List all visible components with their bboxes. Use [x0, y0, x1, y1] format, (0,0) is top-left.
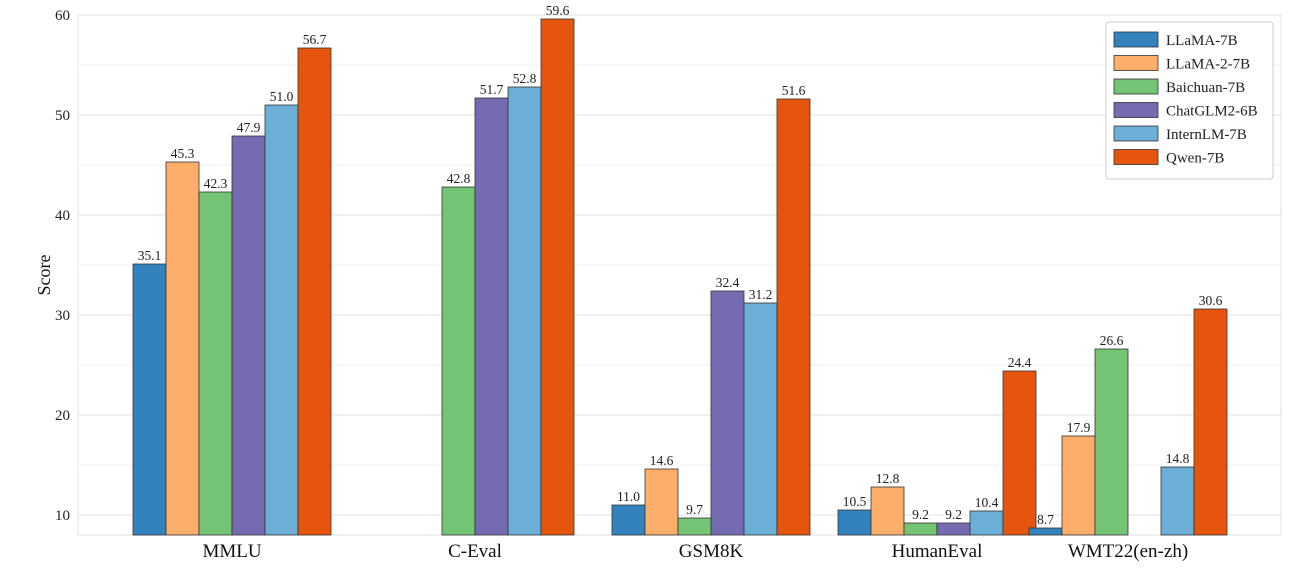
y-axis-title: Score — [34, 254, 54, 295]
bar — [198, 191, 233, 536]
bar-value-label: 26.6 — [1100, 333, 1124, 348]
bar — [969, 510, 1004, 536]
legend-swatch — [1113, 78, 1159, 95]
bar-value-label: 51.0 — [270, 89, 294, 104]
legend: LLaMA-7B LLaMA-2-7B Baichuan-7B ChatGLM2-6B… — [1105, 21, 1274, 180]
bar — [1028, 527, 1063, 536]
legend-swatch — [1113, 55, 1159, 71]
bar — [1094, 348, 1129, 536]
y-tick-label: 50 — [55, 108, 70, 124]
axes: 10 20 30 40 50 60 MMLU C-Eval GSM8K HumanEval WMT2… — [55, 8, 1188, 562]
bar — [297, 47, 332, 536]
x-tick-label: GSM8K — [679, 541, 744, 562]
bar-value-label: 45.3 — [171, 146, 195, 161]
bar — [540, 18, 575, 536]
bars — [132, 18, 1228, 536]
y-tick-label: 40 — [55, 208, 70, 224]
y-tick-label: 20 — [55, 408, 70, 424]
bar — [611, 504, 646, 536]
y-tick-label: 10 — [55, 508, 70, 524]
bar — [1002, 370, 1037, 536]
bar-value-label: 30.6 — [1199, 293, 1223, 308]
bar — [231, 135, 266, 536]
bar-value-label: 24.4 — [1008, 355, 1032, 370]
x-tick-label: WMT22(en-zh) — [1068, 541, 1188, 562]
bar — [165, 161, 200, 536]
bar-value-label: 14.8 — [1166, 451, 1190, 466]
bar-value-label: 9.2 — [945, 507, 962, 522]
bar — [644, 468, 679, 536]
legend-label: ChatGLM2-6B — [1166, 104, 1258, 120]
bar-value-label: 9.2 — [912, 507, 929, 522]
y-tick-label: 30 — [55, 308, 70, 324]
x-tick-label: C-Eval — [448, 541, 502, 562]
bar — [1061, 435, 1096, 536]
bar — [743, 302, 778, 536]
legend-swatch — [1113, 149, 1159, 165]
bar-value-label: 11.0 — [617, 489, 640, 504]
legend-label: Qwen-7B — [1166, 151, 1224, 167]
bar-value-label: 17.9 — [1067, 420, 1091, 435]
legend-swatch — [1113, 102, 1159, 118]
x-tick-label: MMLU — [202, 541, 261, 562]
legend-swatch — [1113, 125, 1159, 142]
legend-label: InternLM-7B — [1166, 127, 1247, 143]
bar-value-label: 12.8 — [876, 471, 900, 486]
bar-value-label: 52.8 — [513, 71, 537, 86]
y-tick-label: 60 — [55, 8, 70, 24]
bar — [132, 263, 167, 536]
bar — [264, 104, 299, 536]
legend-label: LLaMA-7B — [1166, 33, 1238, 49]
bar — [710, 290, 745, 536]
bar — [776, 98, 811, 536]
bar-value-label: 10.5 — [843, 494, 867, 509]
bar — [677, 517, 712, 536]
bar — [870, 486, 905, 536]
bar — [441, 186, 476, 536]
bar — [507, 86, 542, 536]
bar-value-label: 10.4 — [975, 495, 999, 510]
bar — [1193, 308, 1228, 536]
bar — [474, 97, 509, 536]
bar — [1160, 466, 1195, 536]
bar-value-label: 9.7 — [686, 502, 703, 517]
bar-value-label: 31.2 — [749, 287, 773, 302]
bar-value-label: 14.6 — [650, 453, 674, 468]
x-tick-label: HumanEval — [892, 541, 983, 562]
bar-value-label: 32.4 — [716, 275, 740, 290]
legend-label: Baichuan-7B — [1166, 80, 1245, 96]
bar-value-label: 59.6 — [546, 3, 570, 18]
bar — [936, 522, 971, 536]
bar-value-label: 35.1 — [138, 248, 162, 263]
bar-value-label: 51.7 — [480, 82, 504, 97]
bar — [837, 509, 872, 536]
bar-value-label: 42.3 — [204, 176, 228, 191]
legend-swatch — [1113, 31, 1159, 48]
legend-label: LLaMA-2-7B — [1166, 57, 1250, 73]
bar-value-label: 51.6 — [782, 83, 806, 98]
value-labels: 35.1 45.3 42.3 47.9 51.0 56.7 42.8 51.7 52.8 59.6… — [138, 3, 1223, 527]
bar — [903, 522, 938, 536]
bar-value-label: 47.9 — [237, 120, 261, 135]
bar-value-label: 42.8 — [447, 171, 471, 186]
bar-value-label: 8.7 — [1037, 512, 1054, 527]
bar-value-label: 56.7 — [303, 32, 327, 47]
